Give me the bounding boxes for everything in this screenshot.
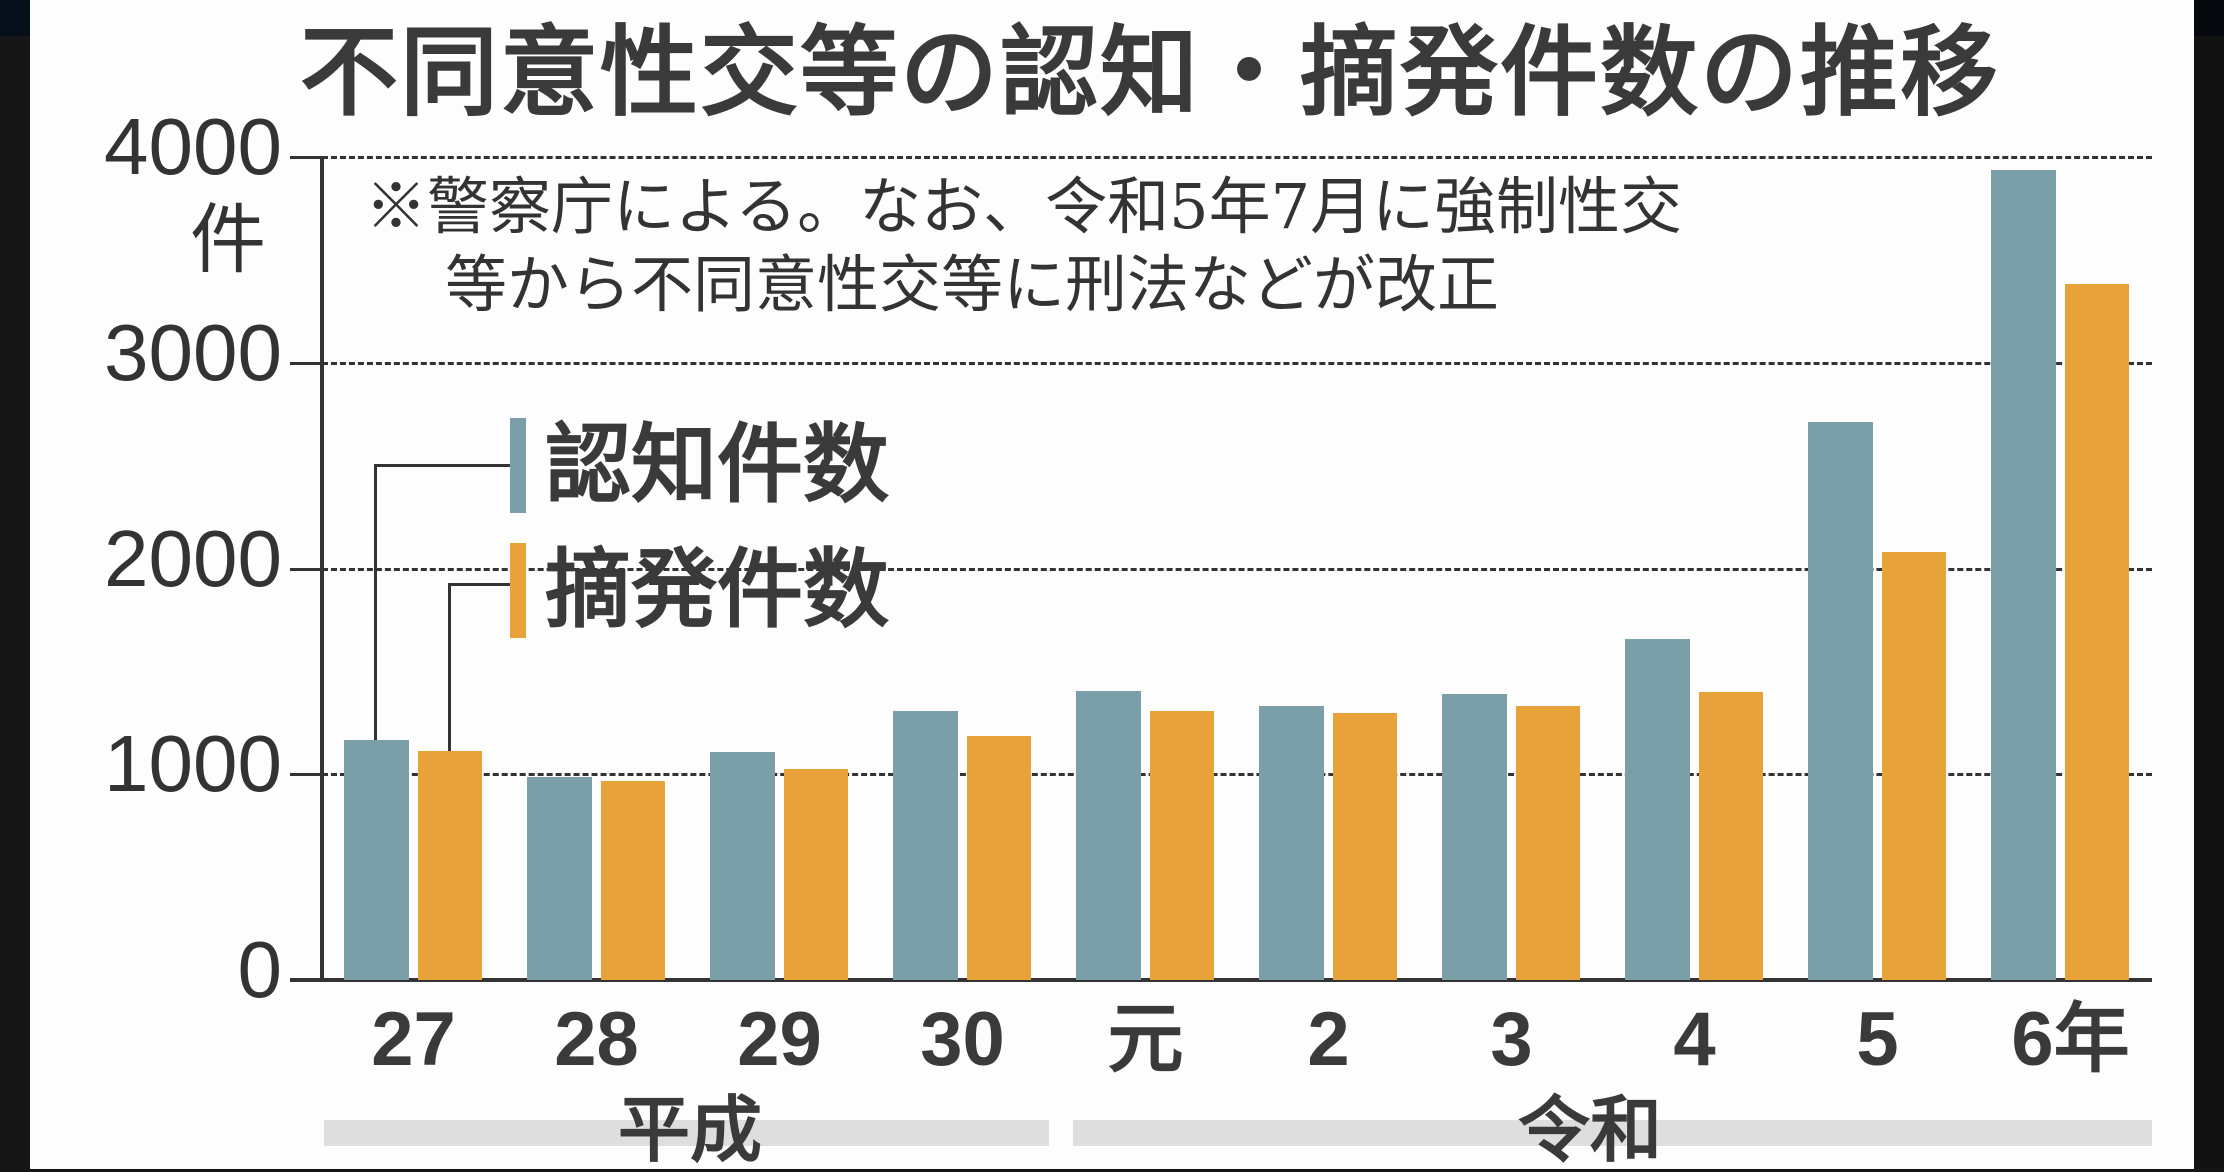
bar-recognized-4 xyxy=(1076,690,1141,980)
x-tick-label-7: 4 xyxy=(1673,997,1716,1082)
left-border xyxy=(0,0,30,1169)
bar-cleared-1 xyxy=(601,780,665,980)
x-tick-label-9: 6年 xyxy=(2011,997,2130,1082)
bar-recognized-3 xyxy=(893,711,958,980)
legend-label-recognized: 認知件数 xyxy=(545,415,889,515)
right-border-top xyxy=(2194,0,2224,36)
legend-swatch-recognized xyxy=(510,418,526,513)
bar-cleared-0 xyxy=(418,750,482,980)
bar-cleared-4 xyxy=(1150,711,1214,980)
x-tick-label-6: 3 xyxy=(1490,997,1533,1082)
y-tick-label-1000: 1000 xyxy=(104,719,282,809)
bar-cleared-9 xyxy=(2065,283,2129,980)
legend-leader-recognized-h xyxy=(374,464,510,467)
bar-recognized-7 xyxy=(1625,639,1690,980)
y-axis-unit: 件 xyxy=(190,195,266,284)
chart-title: 不同意性交等の認知・摘発件数の推移 xyxy=(300,16,2001,130)
bar-cleared-7 xyxy=(1699,691,1763,980)
bar-recognized-8 xyxy=(1808,422,1873,980)
bar-recognized-2 xyxy=(710,751,775,980)
era-band-heisei xyxy=(324,1120,1049,1146)
era-label-reiwa: 令和 xyxy=(1517,1088,1662,1172)
x-axis-line xyxy=(290,978,2152,982)
legend-swatch-cleared xyxy=(510,543,526,638)
gridline-3000 xyxy=(322,361,2152,365)
bar-recognized-1 xyxy=(527,776,592,980)
bar-cleared-8 xyxy=(1882,552,1946,980)
y-tick-label-0: 0 xyxy=(237,925,283,1014)
bar-cleared-2 xyxy=(784,768,848,980)
era-label-heisei: 平成 xyxy=(617,1088,762,1172)
era-band-reiwa xyxy=(1073,1120,2152,1146)
gridline-4000 xyxy=(322,156,2152,159)
gridline-2000 xyxy=(322,567,2152,571)
x-tick-label-0: 27 xyxy=(371,997,456,1082)
bar-recognized-6 xyxy=(1442,694,1507,980)
bar-recognized-0 xyxy=(344,739,409,980)
legend-label-cleared: 摘発件数 xyxy=(545,540,889,640)
x-tick-label-1: 28 xyxy=(554,997,639,1082)
source-note: ※警察庁による。なお、令和5年7月に強制性交 等から不同意性交等に刑法などが改正 xyxy=(365,168,1682,324)
bar-cleared-3 xyxy=(967,735,1031,980)
x-tick-label-4: 元 xyxy=(1107,997,1184,1082)
right-border xyxy=(2194,0,2224,1169)
bar-cleared-6 xyxy=(1516,706,1580,980)
y-tick-label-3000: 3000 xyxy=(104,307,282,397)
y-tick-4000 xyxy=(290,156,322,159)
x-tick-label-2: 29 xyxy=(737,997,822,1082)
bar-recognized-5 xyxy=(1259,705,1324,980)
y-tick-3000 xyxy=(290,361,322,365)
bar-recognized-9 xyxy=(1991,170,2056,980)
bar-cleared-5 xyxy=(1333,713,1397,980)
legend-leader-cleared-h xyxy=(448,583,510,586)
x-tick-label-8: 5 xyxy=(1856,997,1899,1082)
x-tick-label-3: 30 xyxy=(920,997,1005,1082)
left-border-top xyxy=(0,0,30,36)
x-tick-label-5: 2 xyxy=(1307,997,1350,1082)
y-axis-line xyxy=(320,157,324,982)
legend-leader-recognized-v xyxy=(374,464,377,740)
note-line-1: ※警察庁による。なお、令和5年7月に強制性交 xyxy=(365,170,1683,243)
legend-leader-cleared-v xyxy=(448,583,451,751)
note-line-2: 等から不同意性交等に刑法などが改正 xyxy=(445,248,1500,321)
y-tick-1000 xyxy=(290,773,322,777)
y-tick-label-2000: 2000 xyxy=(104,513,282,603)
y-tick-label-4000: 4000 xyxy=(104,102,282,191)
y-tick-2000 xyxy=(290,567,322,571)
gridline-1000 xyxy=(322,773,2152,777)
